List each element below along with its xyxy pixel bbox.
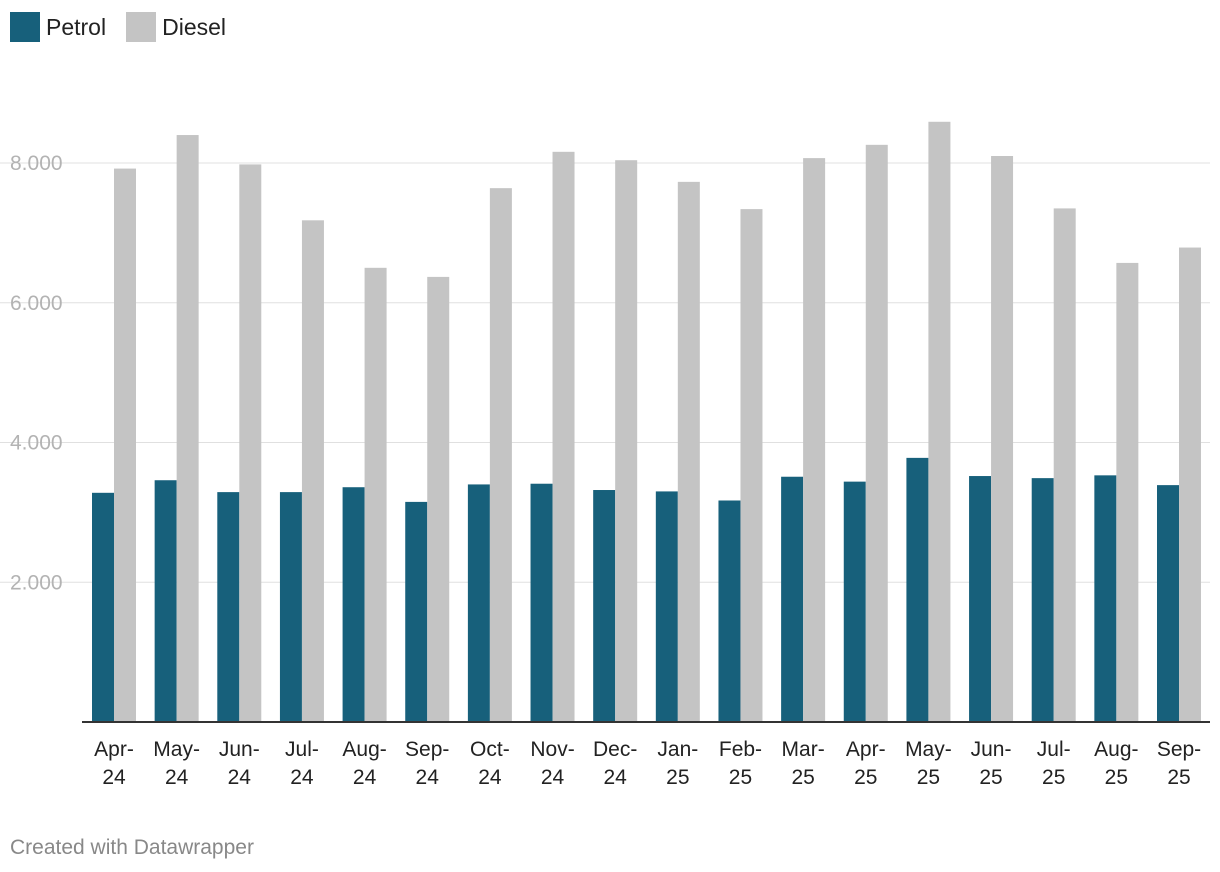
bar-petrol-0 — [92, 492, 114, 722]
bar-diesel-2 — [239, 164, 262, 722]
bar-diesel-15 — [1053, 208, 1076, 722]
legend-item-diesel[interactable]: Diesel — [126, 12, 226, 42]
y-tick-label-2000: 2.000 — [10, 571, 63, 594]
bar-diesel-4 — [364, 267, 387, 722]
x-tick-label-7: Nov-24 — [530, 738, 574, 789]
x-tick-label-14: Jun-25 — [971, 738, 1012, 789]
legend-label-petrol: Petrol — [46, 13, 107, 40]
bar-petrol-5 — [405, 501, 428, 722]
bar-petrol-4 — [342, 487, 365, 722]
bar-diesel-3 — [301, 220, 324, 723]
bar-diesel-14 — [991, 156, 1014, 722]
x-tick-label-17: Sep-25 — [1157, 738, 1201, 789]
legend: Petrol Diesel — [10, 12, 246, 42]
bar-diesel-0 — [114, 168, 136, 723]
x-tick-label-10: Feb-25 — [719, 738, 762, 789]
legend-item-petrol[interactable]: Petrol — [10, 12, 106, 42]
legend-label-diesel: Diesel — [162, 13, 227, 40]
bar-diesel-10 — [740, 209, 763, 722]
x-tick-label-13: May-25 — [905, 738, 952, 789]
bar-petrol-2 — [217, 492, 240, 722]
x-tick-label-8: Dec-24 — [593, 738, 637, 789]
bar-petrol-11 — [781, 476, 804, 722]
x-tick-label-2: Jun-24 — [219, 738, 260, 789]
bar-diesel-11 — [803, 158, 826, 722]
bar-petrol-14 — [969, 476, 992, 722]
petrol-swatch — [10, 12, 40, 42]
bar-diesel-6 — [489, 188, 512, 722]
bar-diesel-16 — [1116, 262, 1139, 722]
bar-diesel-5 — [427, 276, 450, 722]
bar-diesel-8 — [615, 160, 638, 722]
x-tick-label-1: May-24 — [153, 738, 200, 789]
x-tick-label-6: Oct-24 — [470, 738, 510, 789]
x-tick-label-15: Jul-25 — [1037, 738, 1071, 789]
bar-diesel-9 — [677, 181, 700, 722]
y-tick-label-4000: 4.000 — [10, 432, 63, 455]
bar-petrol-6 — [467, 484, 490, 722]
bar-petrol-7 — [530, 483, 553, 722]
x-tick-label-11: Mar-25 — [782, 738, 825, 789]
bar-diesel-12 — [865, 144, 888, 722]
bar-petrol-1 — [154, 480, 177, 722]
x-tick-label-12: Apr-25 — [846, 738, 886, 789]
bar-diesel-13 — [928, 121, 951, 723]
bar-petrol-9 — [655, 491, 678, 722]
diesel-swatch — [126, 12, 157, 42]
x-tick-label-9: Jan-25 — [657, 738, 698, 789]
x-tick-label-4: Aug-24 — [342, 738, 386, 789]
bar-petrol-12 — [843, 481, 866, 722]
y-tick-label-6000: 6.000 — [10, 292, 63, 315]
bar-diesel-7 — [552, 151, 575, 722]
bar-petrol-16 — [1094, 475, 1117, 722]
bar-petrol-10 — [718, 500, 741, 722]
bar-diesel-1 — [176, 135, 199, 723]
bar-diesel-17 — [1179, 247, 1201, 722]
x-tick-label-3: Jul-24 — [285, 738, 319, 789]
bar-petrol-8 — [593, 490, 616, 722]
y-tick-label-8000: 8.000 — [10, 152, 63, 175]
credit-text[interactable]: Created with Datawrapper — [10, 836, 254, 859]
bar-petrol-3 — [279, 492, 302, 722]
bar-petrol-15 — [1031, 478, 1054, 722]
bar-petrol-13 — [906, 457, 929, 722]
x-tick-label-0: Apr-24 — [94, 738, 134, 789]
x-tick-label-5: Sep-24 — [405, 738, 449, 789]
bar-petrol-17 — [1157, 485, 1179, 722]
x-tick-label-16: Aug-25 — [1094, 738, 1138, 789]
